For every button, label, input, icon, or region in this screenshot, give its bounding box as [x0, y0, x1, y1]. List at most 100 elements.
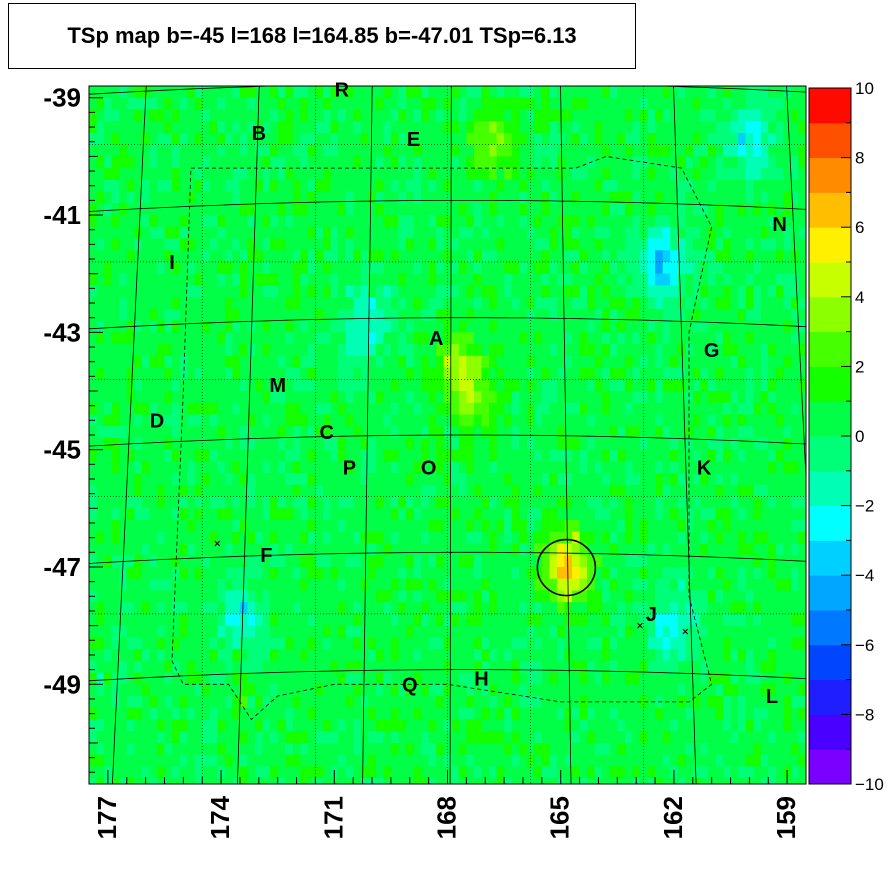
heatmap-cell	[504, 531, 513, 545]
heatmap-cell	[390, 86, 400, 99]
heatmap-cell	[790, 590, 800, 603]
heatmap-cell	[134, 684, 143, 697]
heatmap-cell	[345, 273, 354, 287]
heatmap-cell	[745, 132, 754, 146]
heatmap-cell	[662, 590, 671, 603]
heatmap-cell	[239, 215, 249, 228]
heatmap-cell	[632, 226, 641, 240]
heatmap-cell	[164, 355, 173, 369]
heatmap-cell	[368, 250, 377, 263]
heatmap-cell	[149, 508, 158, 521]
heatmap-cell	[466, 649, 475, 662]
heatmap-cell	[428, 543, 437, 556]
heatmap-cell	[96, 379, 105, 392]
heatmap-cell	[458, 355, 467, 369]
heatmap-cell	[368, 379, 377, 392]
heatmap-cell	[730, 414, 739, 427]
heatmap-cell	[677, 602, 686, 615]
heatmap-cell	[775, 215, 784, 228]
heatmap-cell	[255, 285, 264, 298]
heatmap-cell	[511, 261, 520, 275]
heatmap-cell	[496, 543, 505, 556]
heatmap-cell	[209, 320, 218, 333]
heatmap-cell	[609, 238, 618, 251]
heatmap-cell	[496, 168, 505, 181]
heatmap-cell	[639, 672, 649, 685]
heatmap-cell	[466, 484, 475, 498]
heatmap-cell	[519, 97, 528, 111]
heatmap-cell	[187, 578, 196, 592]
heatmap-cell	[632, 496, 641, 509]
heatmap-cell	[353, 86, 362, 99]
heatmap-cell	[315, 156, 324, 169]
heatmap-cell	[639, 379, 649, 392]
heatmap-cell	[466, 344, 475, 357]
heatmap-cell	[383, 86, 392, 99]
heatmap-cell	[239, 203, 249, 216]
heatmap-cell	[172, 121, 181, 134]
heatmap-cell	[262, 355, 271, 369]
heatmap-cell	[247, 414, 256, 427]
heatmap-cell	[790, 215, 800, 228]
heatmap-cell	[368, 508, 377, 521]
heatmap-cell	[730, 437, 739, 451]
heatmap-cell	[421, 414, 430, 427]
heatmap-cell	[277, 543, 286, 556]
heatmap-cell	[239, 473, 249, 486]
heatmap-cell	[489, 156, 498, 169]
heatmap-cell	[473, 132, 483, 146]
heatmap-cell	[232, 578, 241, 592]
heatmap-cell	[602, 484, 611, 498]
heatmap-cell	[405, 449, 415, 462]
heatmap-cell	[141, 555, 150, 568]
heatmap-cell	[187, 226, 196, 240]
heatmap-cell	[292, 97, 301, 111]
heatmap-cell	[594, 261, 603, 275]
heatmap-cell	[579, 285, 588, 298]
heatmap-cell	[519, 625, 528, 638]
heatmap-cell	[451, 625, 460, 638]
heatmap-cell	[617, 285, 626, 298]
heatmap-cell	[156, 566, 166, 580]
heatmap-cell	[496, 520, 505, 533]
heatmap-cell	[307, 555, 317, 568]
heatmap-cell	[209, 473, 218, 486]
heatmap-cell	[511, 144, 520, 157]
heatmap-cell	[526, 426, 535, 439]
heatmap-cell	[104, 179, 113, 193]
heatmap-cell	[202, 391, 211, 404]
heatmap-cell	[783, 121, 792, 134]
heatmap-cell	[96, 637, 105, 650]
heatmap-cell	[315, 191, 324, 204]
heatmap-cell	[624, 355, 634, 369]
heatmap-cell	[209, 590, 218, 603]
heatmap-cell	[141, 179, 150, 193]
heatmap-cell	[549, 543, 558, 556]
heatmap-cell	[556, 590, 566, 603]
heatmap-cell	[292, 637, 301, 650]
heatmap-cell	[564, 508, 573, 521]
heatmap-cell	[489, 414, 498, 427]
heatmap-cell	[390, 156, 400, 169]
heatmap-cell	[300, 344, 309, 357]
heatmap-cell	[285, 297, 294, 310]
heatmap-cell	[353, 308, 362, 322]
heatmap-cell	[322, 355, 332, 369]
heatmap-cell	[647, 261, 656, 275]
heatmap-cell	[421, 684, 430, 697]
heatmap-cell	[375, 132, 384, 146]
heatmap-cell	[594, 649, 603, 662]
heatmap-cell	[707, 473, 717, 486]
heatmap-cell	[685, 156, 694, 169]
heatmap-cell	[239, 449, 249, 462]
heatmap-cell	[685, 649, 694, 662]
heatmap-cell	[156, 672, 166, 685]
heatmap-cell	[670, 308, 679, 322]
heatmap-cell	[451, 672, 460, 685]
heatmap-cell	[179, 543, 188, 556]
heatmap-cell	[556, 555, 566, 568]
heatmap-cell	[556, 344, 566, 357]
heatmap-cell	[489, 203, 498, 216]
heatmap-cell	[179, 132, 188, 146]
heatmap-cell	[194, 543, 203, 556]
